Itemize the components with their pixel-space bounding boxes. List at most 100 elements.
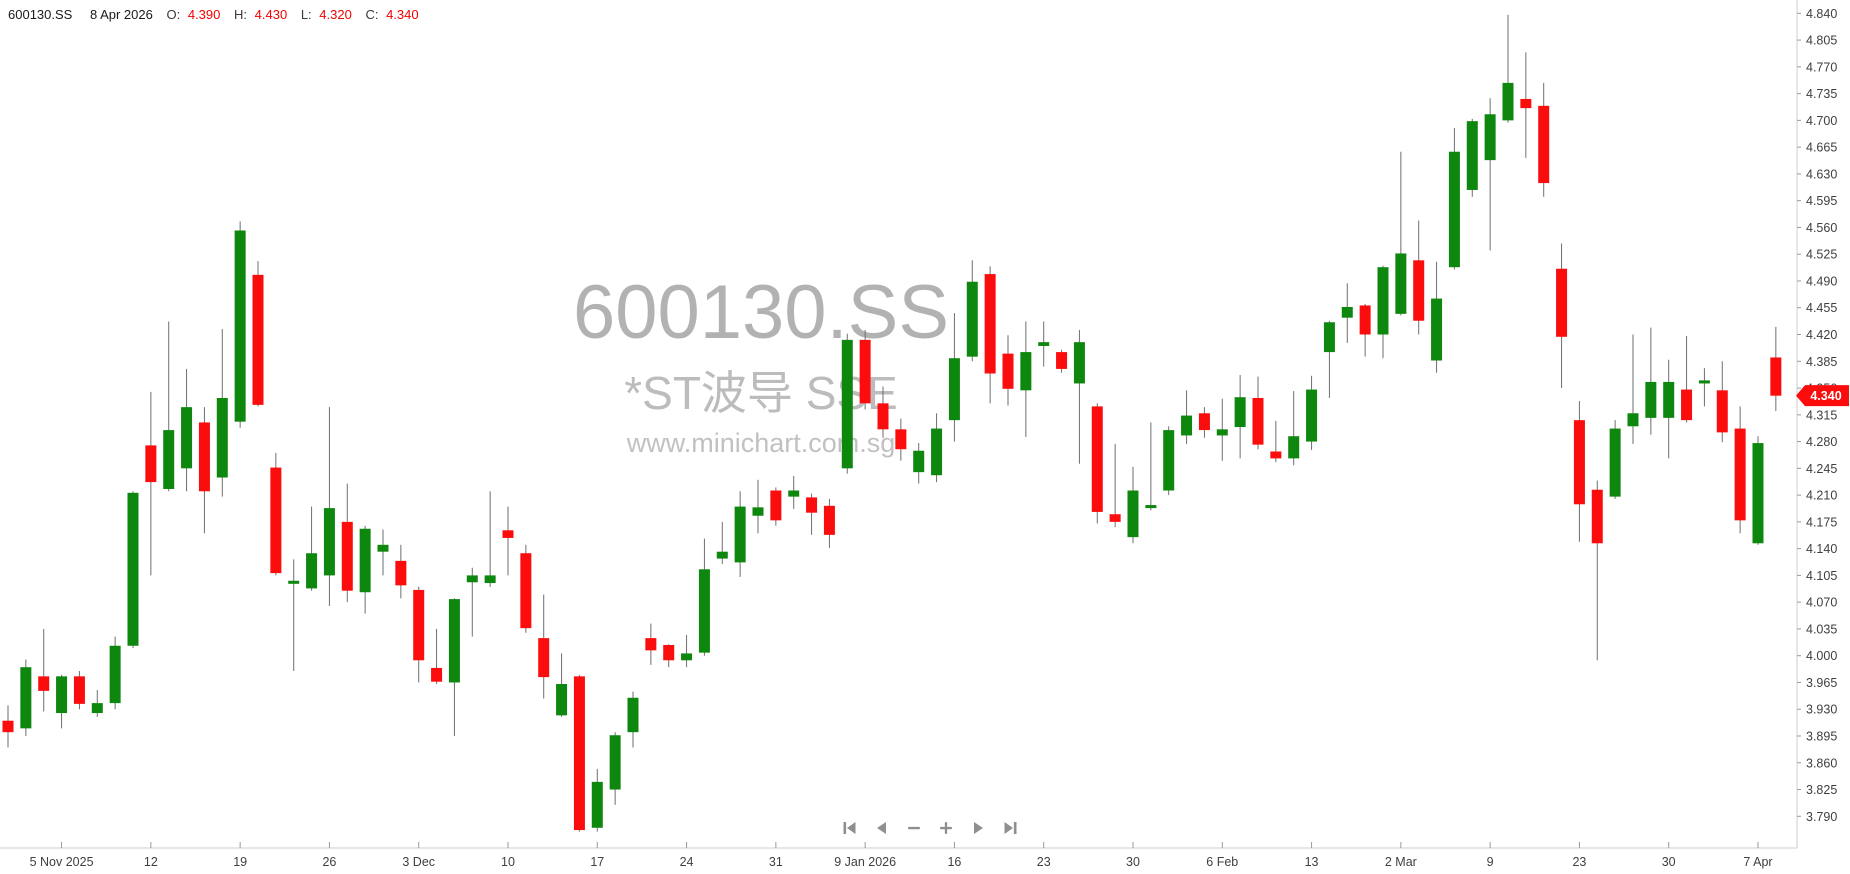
candle[interactable]	[1698, 368, 1710, 407]
candle[interactable]	[341, 483, 353, 603]
candle[interactable]	[1413, 220, 1425, 335]
candle[interactable]	[1252, 376, 1264, 450]
candle[interactable]	[56, 674, 68, 729]
candle[interactable]	[806, 493, 818, 535]
candle[interactable]	[1145, 422, 1157, 511]
candle[interactable]	[1216, 398, 1228, 461]
candle[interactable]	[645, 623, 657, 665]
candle[interactable]	[752, 479, 764, 534]
candle[interactable]	[359, 525, 371, 614]
candle[interactable]	[520, 544, 532, 633]
candle[interactable]	[1341, 283, 1353, 343]
candle[interactable]	[1431, 261, 1443, 373]
candle[interactable]	[1538, 82, 1550, 197]
candle[interactable]	[1502, 14, 1514, 123]
candle[interactable]	[627, 691, 639, 748]
candle[interactable]	[1109, 443, 1121, 528]
candle[interactable]	[556, 653, 568, 717]
candle[interactable]	[1234, 375, 1246, 459]
candle[interactable]	[431, 628, 443, 684]
candle[interactable]	[841, 333, 853, 474]
candle[interactable]	[609, 732, 621, 805]
candle[interactable]	[306, 506, 318, 591]
candle[interactable]	[1038, 321, 1050, 367]
candle[interactable]	[163, 321, 175, 492]
candle[interactable]	[1073, 329, 1085, 464]
candle[interactable]	[252, 261, 264, 407]
zoom-out-button[interactable]	[904, 817, 925, 838]
candle[interactable]	[1484, 98, 1496, 251]
candle[interactable]	[1716, 361, 1728, 443]
skip-end-button[interactable]	[1000, 817, 1021, 838]
candle[interactable]	[1645, 327, 1657, 435]
candle[interactable]	[1663, 359, 1675, 459]
candle[interactable]	[2, 705, 14, 748]
candle[interactable]	[966, 260, 978, 362]
candle[interactable]	[1752, 436, 1764, 545]
candle[interactable]	[698, 538, 710, 656]
candle[interactable]	[1734, 406, 1746, 534]
candle[interactable]	[573, 674, 585, 832]
candle[interactable]	[1163, 426, 1175, 496]
candle[interactable]	[1681, 336, 1693, 423]
candle[interactable]	[377, 529, 389, 576]
candle[interactable]	[663, 644, 675, 668]
step-back-button[interactable]	[872, 817, 893, 838]
candle[interactable]	[270, 453, 282, 576]
candle[interactable]	[73, 670, 85, 710]
candle[interactable]	[1520, 52, 1532, 158]
candle[interactable]	[198, 407, 210, 534]
candles-layer[interactable]	[2, 14, 1782, 832]
candle[interactable]	[913, 443, 925, 484]
candle[interactable]	[591, 768, 603, 832]
candle[interactable]	[1448, 128, 1460, 270]
candle[interactable]	[1627, 334, 1639, 444]
candle[interactable]	[859, 329, 871, 410]
candle[interactable]	[984, 266, 996, 404]
candle[interactable]	[145, 391, 157, 576]
candle[interactable]	[448, 598, 460, 736]
candle[interactable]	[413, 586, 425, 683]
candle[interactable]	[1056, 349, 1068, 373]
candle[interactable]	[1591, 480, 1603, 661]
zoom-in-button[interactable]	[936, 817, 957, 838]
candle[interactable]	[466, 567, 478, 637]
candle[interactable]	[1181, 390, 1193, 444]
candle[interactable]	[288, 559, 300, 671]
candle[interactable]	[1127, 466, 1139, 544]
candle[interactable]	[1306, 375, 1318, 450]
candle[interactable]	[788, 475, 800, 509]
candle[interactable]	[216, 329, 228, 497]
candle[interactable]	[109, 636, 121, 710]
candle[interactable]	[681, 635, 693, 668]
candle[interactable]	[395, 544, 407, 599]
candle[interactable]	[1270, 420, 1282, 463]
candle[interactable]	[948, 313, 960, 442]
candle[interactable]	[38, 628, 50, 712]
candle[interactable]	[1359, 303, 1371, 357]
candle[interactable]	[895, 418, 907, 461]
candle[interactable]	[823, 498, 835, 548]
candle[interactable]	[1466, 118, 1478, 197]
skip-start-button[interactable]	[840, 817, 861, 838]
candle[interactable]	[1770, 326, 1782, 411]
candle[interactable]	[1091, 403, 1103, 524]
candle[interactable]	[734, 491, 746, 577]
candle[interactable]	[181, 368, 193, 492]
candle[interactable]	[484, 491, 496, 587]
step-forward-button[interactable]	[968, 817, 989, 838]
candle[interactable]	[127, 491, 139, 649]
candle[interactable]	[20, 659, 32, 736]
candle[interactable]	[91, 690, 103, 717]
candle[interactable]	[1323, 320, 1335, 398]
candle[interactable]	[1020, 321, 1032, 437]
candle[interactable]	[234, 221, 246, 428]
candle[interactable]	[1609, 420, 1621, 499]
candle[interactable]	[538, 594, 550, 699]
candle[interactable]	[323, 407, 335, 606]
candle[interactable]	[1377, 265, 1389, 359]
candle[interactable]	[1002, 335, 1014, 406]
candle[interactable]	[1395, 151, 1407, 316]
candle[interactable]	[1556, 243, 1568, 389]
